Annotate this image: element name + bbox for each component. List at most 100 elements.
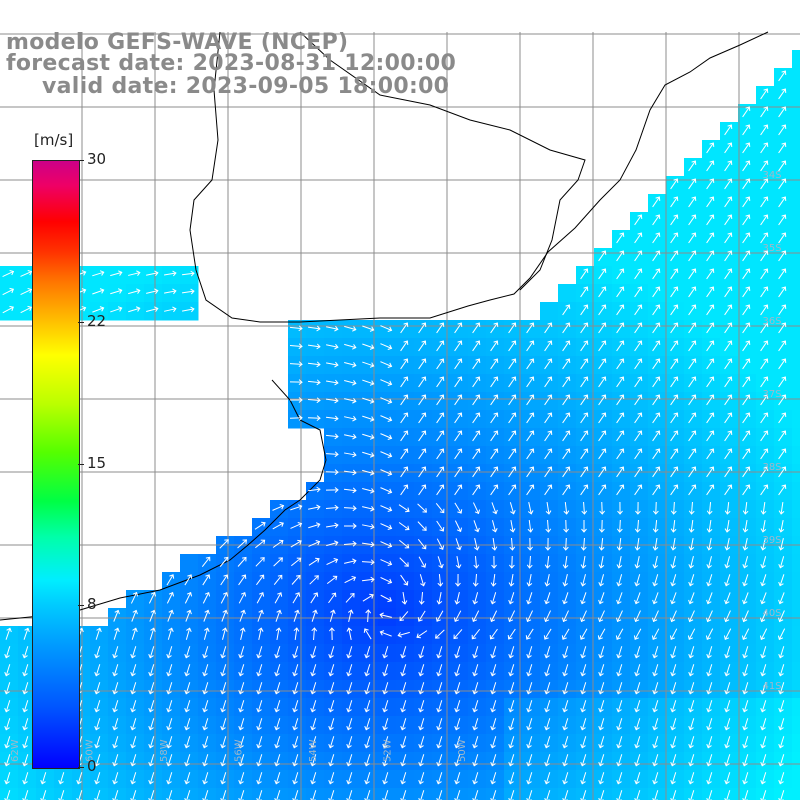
field-cell xyxy=(234,662,253,681)
wind-arrow xyxy=(329,609,336,622)
wind-arrow xyxy=(652,592,659,605)
wind-arrow xyxy=(184,646,191,659)
field-cell xyxy=(54,788,73,800)
field-cell xyxy=(738,500,757,519)
wind-arrow xyxy=(307,361,321,368)
field-cell xyxy=(648,284,667,303)
wind-arrow xyxy=(688,664,695,677)
field-cell xyxy=(792,410,800,429)
field-cell xyxy=(648,212,667,231)
field-cell xyxy=(324,320,343,339)
wind-arrow xyxy=(580,555,587,569)
wind-arrow xyxy=(473,555,480,569)
wind-arrow xyxy=(706,700,713,713)
wind-arrow xyxy=(724,574,731,587)
wind-arrow xyxy=(400,484,409,496)
field-cell xyxy=(792,176,800,195)
wind-arrow xyxy=(184,574,193,586)
wind-arrow xyxy=(382,682,389,695)
field-cell xyxy=(342,482,361,501)
field-cell xyxy=(756,122,775,141)
wind-arrow xyxy=(202,772,209,785)
wind-arrow xyxy=(418,718,425,731)
field-cell xyxy=(630,374,649,393)
wind-arrow xyxy=(292,646,299,659)
field-cell xyxy=(612,788,631,800)
field-cell xyxy=(270,716,289,735)
field-cell xyxy=(288,356,307,375)
field-cell xyxy=(450,752,469,771)
field-cell xyxy=(648,590,667,609)
field-cell xyxy=(792,590,800,609)
field-cell xyxy=(558,410,577,429)
field-cell xyxy=(594,266,613,285)
wind-arrow xyxy=(166,591,175,604)
wind-arrow xyxy=(220,700,227,713)
wind-arrow xyxy=(742,700,749,713)
field-cell xyxy=(612,428,631,447)
wind-arrow xyxy=(724,196,733,208)
field-cell xyxy=(612,248,631,267)
wind-arrow xyxy=(616,358,625,370)
wind-arrow xyxy=(688,466,697,478)
wind-arrow xyxy=(778,286,787,298)
field-cell xyxy=(792,428,800,447)
wind-arrow xyxy=(490,340,499,352)
wind-arrow xyxy=(526,448,535,460)
wind-arrow xyxy=(760,160,769,172)
field-cell xyxy=(414,428,433,447)
field-cell xyxy=(720,194,739,213)
wind-arrow xyxy=(634,286,643,298)
field-cell xyxy=(396,626,415,645)
field-cell xyxy=(504,392,523,411)
field-cell xyxy=(504,680,523,699)
wind-arrow xyxy=(112,682,119,695)
wind-arrow xyxy=(760,700,767,713)
wind-arrow xyxy=(508,754,515,767)
wind-arrow xyxy=(616,232,625,244)
wind-arrow xyxy=(778,592,785,605)
wind-arrow xyxy=(634,592,641,605)
field-cell xyxy=(702,518,721,537)
field-cell xyxy=(360,374,379,393)
field-cell xyxy=(522,374,541,393)
field-cell xyxy=(414,572,433,591)
lat-lon-grid xyxy=(0,32,800,800)
wind-arrow xyxy=(670,538,677,551)
field-cell xyxy=(648,788,667,800)
field-cell xyxy=(432,410,451,429)
wind-arrow xyxy=(490,718,497,731)
wind-arrow xyxy=(562,412,571,424)
field-cell xyxy=(756,320,775,339)
field-cell xyxy=(504,482,523,501)
wind-arrow xyxy=(580,412,589,424)
wind-arrow xyxy=(706,412,715,424)
field-cell xyxy=(738,680,757,699)
wind-arrow xyxy=(509,520,516,533)
field-cell xyxy=(270,680,289,699)
wind-arrow xyxy=(472,448,481,460)
field-cell xyxy=(342,410,361,429)
wind-arrow xyxy=(398,522,410,531)
field-cell xyxy=(612,392,631,411)
wind-arrow xyxy=(164,288,177,295)
wind-arrow xyxy=(238,772,245,785)
wind-arrow xyxy=(598,268,607,280)
wind-arrow xyxy=(688,556,694,569)
wind-arrow xyxy=(652,376,661,388)
field-cell xyxy=(720,356,739,375)
field-cell xyxy=(702,662,721,681)
field-cell xyxy=(558,464,577,483)
wind-arrow xyxy=(472,682,479,695)
wind-arrow xyxy=(580,736,587,749)
field-cell xyxy=(306,572,325,591)
field-cell xyxy=(756,500,775,519)
field-cell xyxy=(486,428,505,447)
wind-arrow xyxy=(778,646,785,659)
field-cell xyxy=(558,446,577,465)
field-cell xyxy=(738,554,757,573)
wind-arrow xyxy=(490,682,497,695)
field-cell xyxy=(558,554,577,573)
wind-arrow xyxy=(346,754,353,767)
wind-arrow xyxy=(257,609,264,622)
